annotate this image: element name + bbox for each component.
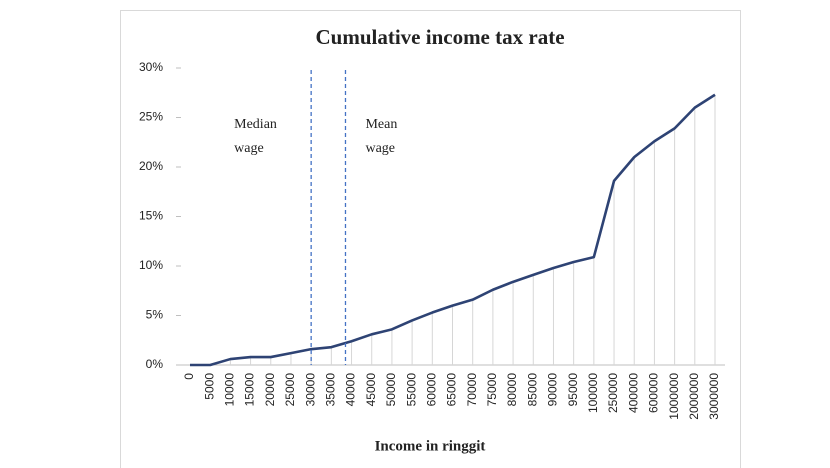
x-tick-label: 45000 <box>364 373 378 407</box>
annotation-text: Median <box>234 117 277 132</box>
x-tick-label: 90000 <box>546 373 560 407</box>
x-tick-label: 70000 <box>465 373 479 407</box>
y-tick-label: 30% <box>139 60 163 74</box>
x-tick-label: 600000 <box>647 373 661 413</box>
chart-title: Cumulative income tax rate <box>315 25 564 49</box>
x-axis-label: Income in ringgit <box>375 438 486 454</box>
annotation-text: Mean <box>365 117 397 132</box>
x-tick-label: 60000 <box>424 373 438 407</box>
y-tick-label: 25% <box>139 110 163 124</box>
x-tick-label: 5000 <box>202 373 216 400</box>
annotation-text: wage <box>365 141 395 156</box>
chart-frame <box>120 10 741 468</box>
x-tick-label: 30000 <box>303 373 317 407</box>
x-tick-label: 65000 <box>445 373 459 407</box>
x-tick-label: 50000 <box>384 373 398 407</box>
y-tick-label: 0% <box>146 357 164 371</box>
x-tick-label: 1000000 <box>667 373 681 420</box>
y-tick-label: 5% <box>146 308 164 322</box>
x-tick-label: 85000 <box>525 373 539 407</box>
x-tick-label: 3000000 <box>707 373 721 420</box>
x-tick-label: 0 <box>182 373 196 380</box>
x-tick-label: 35000 <box>324 373 338 407</box>
annotation-text: wage <box>234 141 264 156</box>
x-tick-label: 15000 <box>243 373 257 407</box>
x-tick-label: 10000 <box>223 373 237 407</box>
x-tick-label: 40000 <box>344 373 358 407</box>
x-tick-label: 25000 <box>283 373 297 407</box>
x-tick-label: 95000 <box>566 373 580 407</box>
x-tick-label: 20000 <box>263 373 277 407</box>
x-tick-label: 2000000 <box>687 373 701 420</box>
y-tick-label: 15% <box>139 209 163 223</box>
x-tick-label: 55000 <box>404 373 418 407</box>
x-tick-label: 250000 <box>606 373 620 413</box>
x-tick-label: 400000 <box>626 373 640 413</box>
x-tick-label: 80000 <box>505 373 519 407</box>
x-tick-label: 100000 <box>586 373 600 413</box>
line-series <box>190 93 716 367</box>
x-tick-label: 75000 <box>485 373 499 407</box>
y-tick-label: 20% <box>139 159 163 173</box>
y-tick-label: 10% <box>139 258 163 272</box>
